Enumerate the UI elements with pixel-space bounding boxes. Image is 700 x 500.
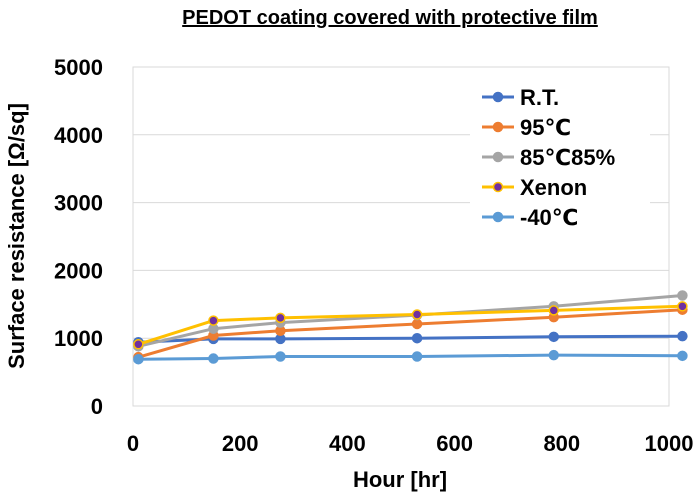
data-point: [548, 331, 560, 343]
data-point: [677, 290, 688, 301]
y-tick-label: 0: [91, 394, 103, 419]
data-point: [677, 330, 688, 342]
y-tick-label: 3000: [54, 191, 103, 216]
series-line: [138, 294, 683, 348]
legend-label: R.T.: [520, 85, 559, 110]
data-point: [677, 301, 688, 312]
y-tick-label: 2000: [54, 258, 103, 283]
data-point: [411, 332, 423, 344]
legend-swatch-marker: [492, 181, 504, 193]
data-point: [133, 339, 144, 350]
x-tick-label: 800: [543, 431, 580, 456]
data-point: [548, 349, 560, 361]
data-point: [275, 351, 286, 362]
data-point: [411, 309, 423, 320]
legend-item: 95℃: [482, 115, 571, 140]
legend-label: 95℃: [520, 115, 571, 140]
legend-swatch-marker: [492, 211, 504, 223]
x-axis-ticks: 0 200 400 600 800 1000: [127, 431, 694, 456]
y-axis-ticks: 0 1000 2000 3000 4000 5000: [54, 55, 103, 419]
legend-label: 85℃85%: [520, 145, 615, 170]
legend: R.T. 95℃ 85℃85% Xenon -40℃: [470, 78, 650, 230]
y-tick-label: 1000: [54, 326, 103, 351]
data-point: [133, 353, 144, 365]
y-tick-label: 4000: [54, 123, 103, 148]
series-line: [137, 308, 683, 359]
x-tick-label: 200: [222, 431, 259, 456]
legend-label: -40℃: [520, 205, 578, 230]
legend-item: Xenon: [482, 175, 587, 200]
data-point: [411, 351, 423, 362]
legend-item: 85℃85%: [482, 145, 615, 170]
data-point: [208, 353, 219, 364]
x-axis-label: Hour [hr]: [353, 467, 447, 492]
data-point: [275, 312, 286, 324]
x-tick-label: 1000: [645, 431, 694, 456]
data-point: [411, 318, 423, 330]
chart-title: PEDOT coating covered with protective fi…: [182, 7, 598, 29]
legend-swatch-marker: [492, 121, 504, 133]
x-tick-label: 400: [329, 431, 366, 456]
series-group: [133, 290, 688, 365]
data-point: [208, 315, 219, 326]
legend-label: Xenon: [520, 175, 587, 200]
series-4: [133, 349, 688, 365]
y-axis-label: Surface resistance [Ω/sq]: [4, 103, 29, 369]
legend-item: -40℃: [482, 205, 578, 230]
series-3: [133, 301, 688, 350]
legend-item: R.T.: [482, 85, 559, 110]
legend-swatch-marker: [492, 151, 504, 163]
legend-swatch-marker: [492, 91, 504, 103]
series-line: [138, 334, 683, 344]
data-point: [677, 350, 688, 362]
y-tick-label: 5000: [54, 55, 103, 80]
plot-area: [132, 66, 670, 407]
series-line: [138, 353, 683, 361]
x-tick-label: 600: [436, 431, 473, 456]
data-point: [548, 305, 560, 316]
x-tick-label: 0: [127, 431, 139, 456]
series-line: [137, 304, 683, 346]
